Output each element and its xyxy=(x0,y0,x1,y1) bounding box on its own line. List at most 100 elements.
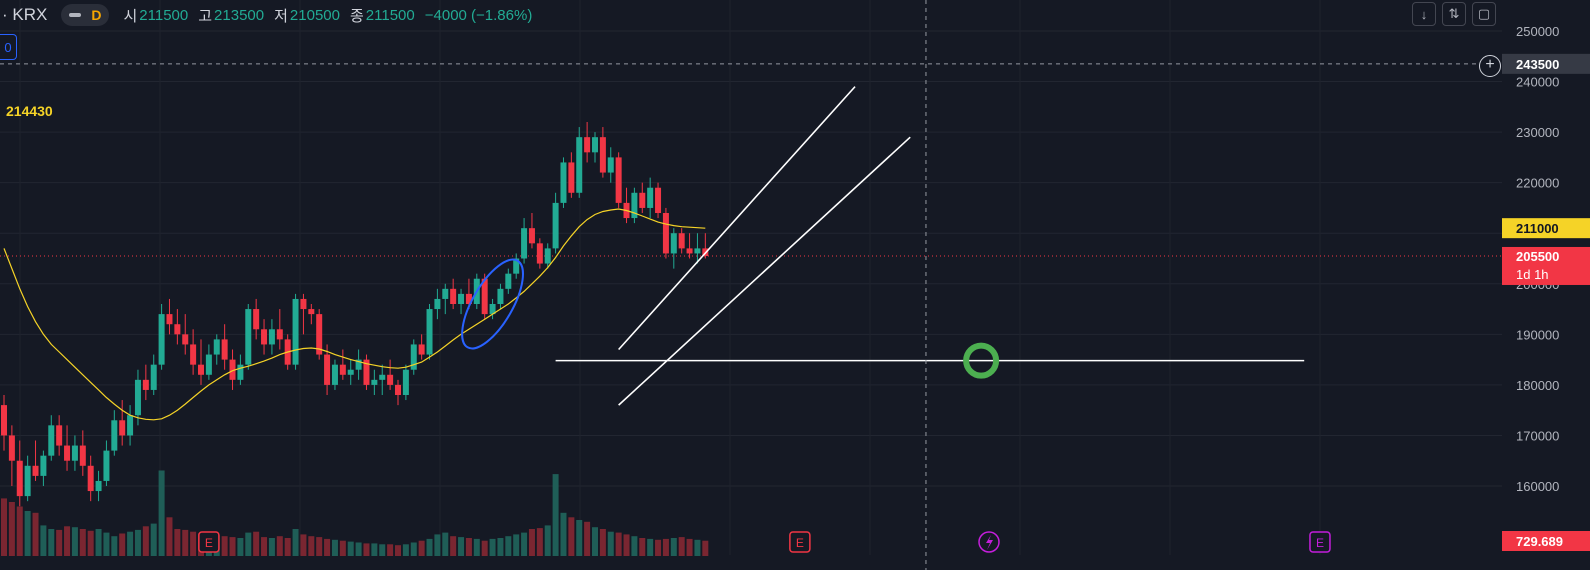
earnings-icon[interactable]: E xyxy=(789,531,811,553)
candle-body xyxy=(261,329,268,345)
trendline-drawing[interactable] xyxy=(618,86,856,351)
candle-body xyxy=(48,425,55,456)
volume-bar xyxy=(489,538,496,556)
volume-bar xyxy=(142,526,149,556)
candle-body xyxy=(71,445,78,461)
candle-body xyxy=(410,344,417,370)
ellipse-drawing[interactable] xyxy=(450,251,535,358)
volume-bar xyxy=(686,538,693,556)
volume-bar xyxy=(458,537,465,556)
fullscreen-icon[interactable]: ▢ xyxy=(1472,2,1496,26)
candle-body xyxy=(497,288,504,304)
candle-body xyxy=(134,379,141,416)
legend-bar: · KRX D 시 211500 고 213500 저 210500 종 211… xyxy=(0,0,1400,30)
candle-body xyxy=(379,374,386,380)
volume-bar xyxy=(316,537,323,556)
volume-bar xyxy=(1,498,7,556)
grid xyxy=(0,30,1502,487)
volume-bar xyxy=(300,534,307,556)
candle-body xyxy=(198,364,204,375)
volume-bar xyxy=(528,529,535,556)
candle-body xyxy=(347,369,354,375)
chevron-down-icon[interactable]: ↓ xyxy=(1412,2,1436,26)
volume-axis-label-bg xyxy=(1502,531,1590,551)
volume-bar xyxy=(402,544,409,556)
volume-bar xyxy=(552,474,559,556)
candle-body xyxy=(426,309,433,355)
candle-body xyxy=(544,248,551,264)
drawings[interactable] xyxy=(450,86,1305,406)
high-value: 213500 xyxy=(214,6,265,24)
volume-bar xyxy=(261,537,268,556)
earnings-icon[interactable]: E xyxy=(198,531,220,553)
volume-bar xyxy=(442,532,449,556)
dividend-icon[interactable] xyxy=(978,531,1000,553)
volume-bar xyxy=(64,526,71,556)
earnings-icon[interactable]: E xyxy=(1309,531,1331,553)
moving-average-line xyxy=(3,208,706,421)
indicator-badge[interactable]: 0 xyxy=(0,34,17,60)
price-axis-label: 230000 xyxy=(1516,125,1559,140)
volume-bar xyxy=(150,523,157,556)
volume-bar xyxy=(631,536,638,556)
volume-bar xyxy=(615,532,622,556)
volume-bar xyxy=(221,536,228,556)
candle-body xyxy=(631,192,638,219)
volume-series xyxy=(1,470,709,556)
price-axis-label: 250000 xyxy=(1516,24,1559,39)
circle-drawing[interactable] xyxy=(963,342,1000,379)
candle-body xyxy=(111,420,118,451)
candle-body xyxy=(505,273,512,289)
candle-body xyxy=(599,137,606,173)
candle-body xyxy=(521,228,528,259)
volume-bar xyxy=(229,537,236,556)
candle-body xyxy=(308,309,315,315)
candle-body xyxy=(32,465,39,476)
timeframe-pill[interactable]: D xyxy=(61,4,110,26)
ma-value-label: 214430 xyxy=(6,103,53,119)
volume-bar xyxy=(182,529,189,556)
minus-icon[interactable] xyxy=(69,13,82,17)
crosshair-price-label: 243500 xyxy=(1516,57,1559,72)
volume-bar xyxy=(174,529,181,556)
volume-bar xyxy=(24,511,31,556)
volume-bar xyxy=(166,517,173,556)
volume-bar xyxy=(48,529,55,556)
collapse-icon[interactable]: ⇅ xyxy=(1442,2,1466,26)
volume-bar xyxy=(292,529,299,556)
crosshair-price-label-bg xyxy=(1502,53,1590,74)
volume-bar xyxy=(434,534,441,556)
candle-body xyxy=(387,374,394,385)
volume-bar xyxy=(639,538,646,556)
volume-bar xyxy=(40,525,47,556)
candle-body xyxy=(324,354,331,385)
earnings-marker-label: E xyxy=(205,536,213,550)
volume-bar xyxy=(505,536,512,556)
candle-body xyxy=(339,364,346,375)
volume-bar xyxy=(276,536,283,556)
trendline-drawing[interactable] xyxy=(618,136,911,406)
symbol-label[interactable]: · KRX xyxy=(2,5,48,24)
candle-body xyxy=(536,243,543,264)
candle-body xyxy=(127,415,134,436)
volume-bar xyxy=(79,529,86,556)
candle-body xyxy=(1,405,7,436)
candle-body xyxy=(458,293,465,304)
volume-bar xyxy=(284,538,291,556)
candle-body xyxy=(678,233,685,249)
candle-body xyxy=(245,309,252,365)
volume-bar xyxy=(670,538,677,556)
candles xyxy=(1,122,709,507)
candle-body xyxy=(639,192,646,208)
candle-body xyxy=(686,248,693,254)
price-axis[interactable]: 2500002400002300002200002100002000001900… xyxy=(1502,0,1590,570)
timeframe-label[interactable]: D xyxy=(91,7,102,23)
volume-bar xyxy=(584,521,591,556)
volume-bar xyxy=(158,470,165,556)
volume-bar xyxy=(95,529,102,556)
volume-bar xyxy=(331,539,338,556)
plus-circle-icon[interactable]: + xyxy=(1479,55,1501,77)
volume-bar xyxy=(56,529,63,556)
candle-body xyxy=(150,364,157,390)
